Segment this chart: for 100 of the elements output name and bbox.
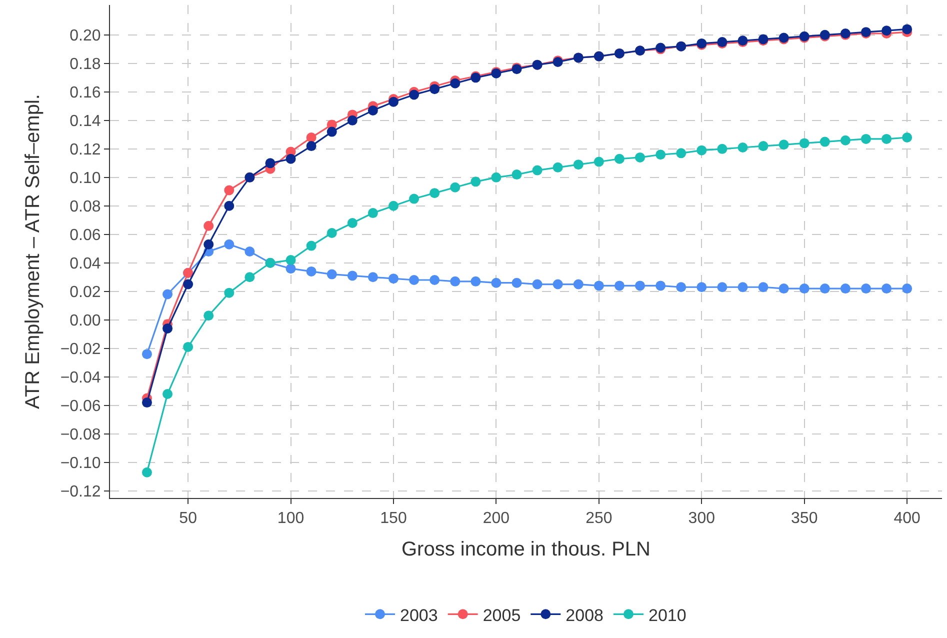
point: [532, 279, 542, 290]
point: [204, 220, 214, 231]
point: [224, 200, 234, 211]
point: [142, 467, 152, 478]
point: [840, 135, 850, 146]
point: [738, 142, 748, 152]
point: [142, 398, 152, 408]
point: [594, 156, 604, 167]
point: [738, 282, 748, 292]
point: [470, 276, 481, 286]
y-tick-label: −0.06: [60, 398, 101, 415]
point: [758, 141, 768, 152]
point: [326, 126, 337, 137]
point: [614, 280, 624, 291]
point: [286, 255, 296, 266]
point: [717, 144, 728, 154]
point: [552, 162, 563, 172]
point: [409, 275, 420, 285]
point: [162, 289, 173, 300]
point: [183, 279, 194, 290]
x-tick-label: 250: [586, 510, 612, 528]
point: [512, 170, 522, 180]
point: [594, 280, 604, 291]
x-tick-label: 350: [791, 510, 818, 528]
point: [552, 279, 563, 290]
y-tick-label: 0.18: [70, 56, 101, 74]
legend-label: 2005: [482, 606, 521, 625]
point: [491, 172, 502, 182]
point: [286, 154, 296, 164]
point: [224, 288, 234, 298]
point: [326, 228, 337, 238]
point: [306, 240, 316, 251]
point: [860, 284, 871, 294]
y-tick-label: 0.02: [70, 284, 101, 301]
legend-label: 2010: [648, 606, 686, 625]
point: [573, 160, 584, 170]
point: [388, 274, 398, 284]
y-tick-label: 0.04: [70, 256, 101, 272]
y-tick-label: 0.00: [70, 312, 101, 330]
point: [286, 264, 296, 274]
point: [512, 278, 522, 288]
point: [696, 145, 707, 156]
point: [388, 200, 398, 211]
point: [860, 134, 871, 144]
point: [409, 194, 420, 204]
x-axis-title: Gross income in thous. PLN: [402, 538, 650, 561]
point: [902, 24, 912, 34]
point: [799, 284, 810, 294]
point: [244, 246, 255, 256]
y-tick-label: −0.08: [60, 426, 101, 444]
point: [778, 140, 789, 150]
point: [409, 90, 420, 100]
y-tick-label: 0.12: [70, 142, 101, 159]
point: [614, 154, 624, 164]
x-tick-label: 100: [277, 510, 304, 528]
point: [799, 138, 810, 148]
point: [224, 239, 234, 250]
point: [882, 134, 892, 144]
point: [532, 165, 542, 176]
point: [676, 148, 686, 158]
point: [491, 278, 502, 288]
point: [162, 323, 173, 334]
point: [656, 280, 666, 291]
y-tick-label: −0.12: [60, 483, 101, 500]
point: [696, 282, 707, 292]
point: [450, 276, 460, 286]
point: [758, 282, 768, 292]
x-tick-label: 200: [482, 510, 510, 528]
y-tick-label: 0.20: [70, 28, 101, 45]
point: [430, 188, 440, 198]
y-axis-title: ATR Employment – ATR Self–empl.: [22, 94, 44, 409]
point: [306, 141, 316, 152]
y-tick-label: 0.06: [70, 227, 101, 244]
point: [902, 132, 912, 143]
y-tick-label: −0.02: [60, 340, 101, 358]
point: [635, 280, 646, 291]
point: [183, 342, 194, 352]
point: [820, 284, 830, 294]
point: [347, 115, 358, 126]
y-tick-label: −0.10: [60, 454, 101, 472]
point: [265, 158, 276, 168]
y-tick-label: −0.04: [60, 369, 101, 386]
point: [450, 182, 460, 192]
point: [368, 272, 378, 282]
point: [882, 284, 892, 294]
point: [676, 282, 686, 292]
y-tick-label: 0.14: [70, 113, 101, 130]
point: [368, 208, 378, 218]
point: [717, 282, 728, 292]
point: [470, 176, 481, 187]
point: [204, 310, 214, 321]
point: [142, 349, 152, 360]
point: [430, 84, 440, 94]
point: [840, 284, 850, 294]
point: [573, 279, 584, 290]
point: [326, 269, 337, 280]
point: [224, 185, 234, 196]
point: [388, 96, 398, 107]
point: [306, 266, 316, 276]
point: [902, 284, 912, 294]
